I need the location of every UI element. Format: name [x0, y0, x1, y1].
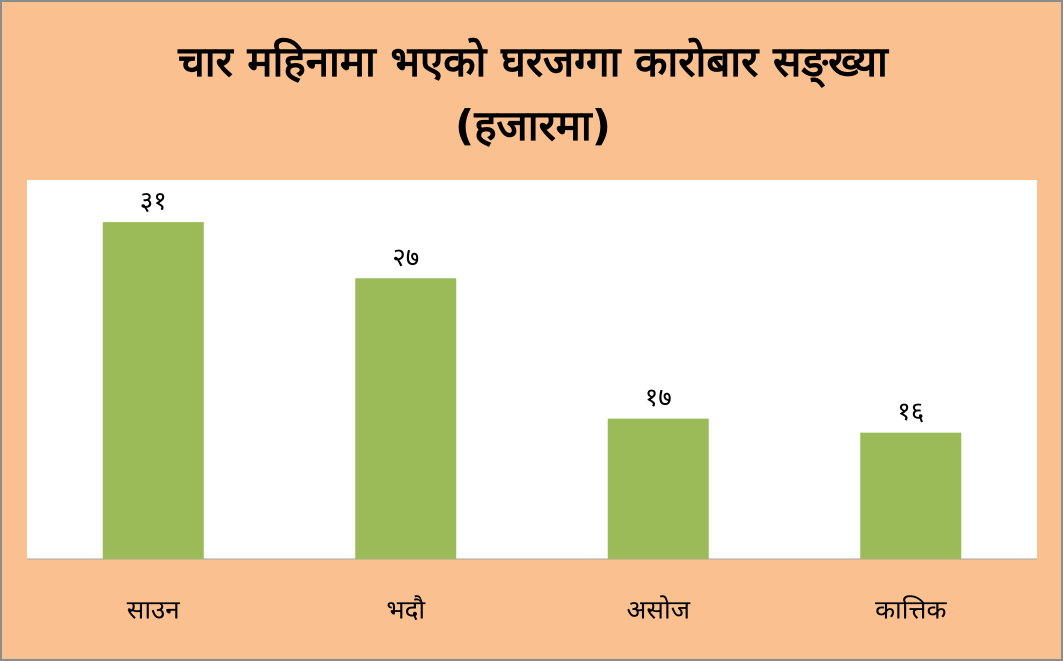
bar: [860, 432, 962, 559]
bar: [355, 278, 457, 559]
chart-title: चार महिनामा भएको घरजग्गा कारोबार सङ्ख्या…: [178, 37, 888, 150]
data-label: ३१: [140, 187, 167, 217]
x-tick-label: साउन: [127, 596, 181, 626]
data-label: १६: [897, 397, 924, 427]
data-label: १७: [645, 383, 672, 413]
x-tick-label: असोज: [627, 595, 691, 626]
data-label: २७: [392, 243, 419, 273]
bar: [607, 418, 709, 559]
bar: [102, 222, 204, 559]
x-tick-label: कात्तिक: [875, 595, 947, 626]
x-tick-label: भदौ: [386, 595, 426, 626]
